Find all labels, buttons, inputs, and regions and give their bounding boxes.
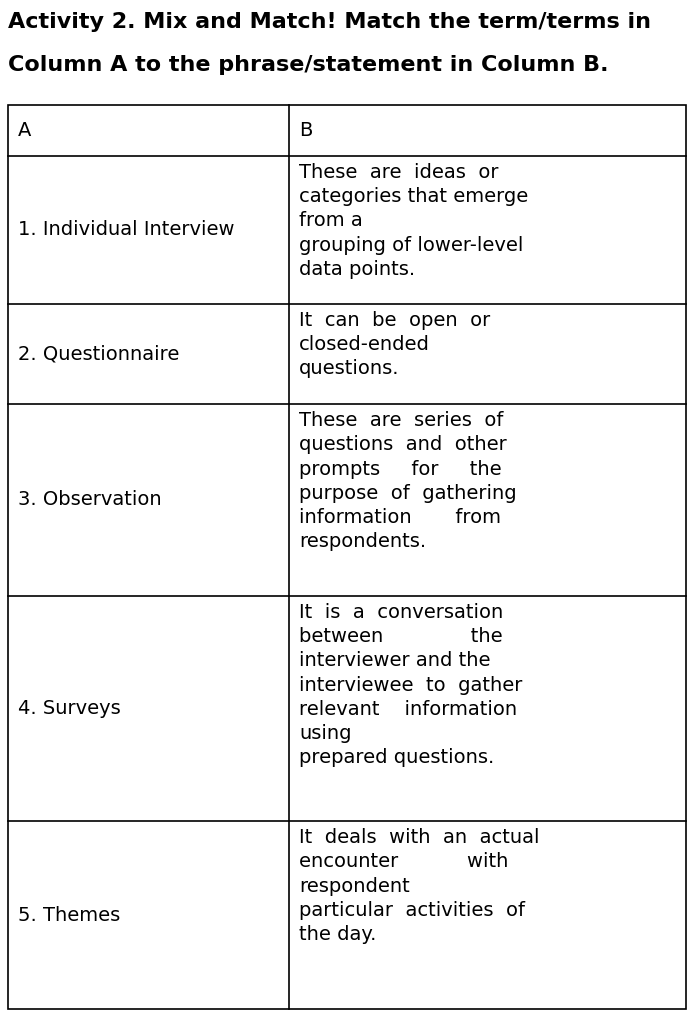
Text: It  deals  with  an  actual
encounter           with
respondent
particular  acti: It deals with an actual encounter with r… xyxy=(299,828,540,944)
Text: 4. Surveys: 4. Surveys xyxy=(18,699,121,718)
Text: 5. Themes: 5. Themes xyxy=(18,905,120,924)
Text: Activity 2. Mix and Match! Match the term/terms in: Activity 2. Mix and Match! Match the ter… xyxy=(8,12,651,32)
Text: These  are  ideas  or
categories that emerge
from a
grouping of lower-level
data: These are ideas or categories that emerg… xyxy=(299,163,529,279)
Text: These  are  series  of
questions  and  other
prompts     for     the
purpose  of: These are series of questions and other … xyxy=(299,411,517,551)
Text: It  is  a  conversation
between              the
interviewer and the
interviewee: It is a conversation between the intervi… xyxy=(299,603,523,768)
Text: Column A to the phrase/statement in Column B.: Column A to the phrase/statement in Colu… xyxy=(8,55,609,75)
Text: 3. Observation: 3. Observation xyxy=(18,490,162,510)
Text: B: B xyxy=(299,121,313,140)
Text: 1. Individual Interview: 1. Individual Interview xyxy=(18,221,235,239)
Text: It  can  be  open  or
closed-ended
questions.: It can be open or closed-ended questions… xyxy=(299,310,491,378)
Text: A: A xyxy=(18,121,31,140)
Text: 2. Questionnaire: 2. Questionnaire xyxy=(18,345,179,363)
Bar xyxy=(8,105,686,1009)
